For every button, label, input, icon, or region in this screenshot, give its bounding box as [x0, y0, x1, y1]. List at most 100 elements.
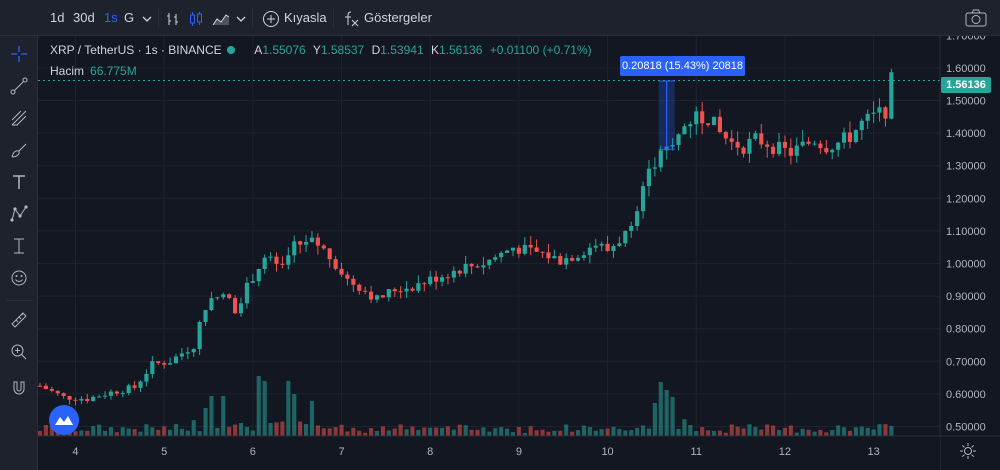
- candle[interactable]: [670, 145, 675, 147]
- candle[interactable]: [652, 167, 657, 169]
- candles-icon[interactable]: [188, 0, 204, 36]
- candle[interactable]: [43, 385, 48, 390]
- candle[interactable]: [706, 123, 711, 125]
- candle[interactable]: [599, 243, 604, 246]
- candle[interactable]: [357, 284, 362, 291]
- candle[interactable]: [85, 398, 90, 402]
- candle[interactable]: [658, 150, 663, 168]
- candle[interactable]: [457, 270, 462, 274]
- candle[interactable]: [516, 247, 521, 254]
- zoom-icon[interactable]: [5, 338, 33, 366]
- camera-icon[interactable]: [964, 8, 988, 28]
- interval-30d[interactable]: 30d: [73, 10, 95, 25]
- interval-1s[interactable]: 1s: [104, 10, 118, 25]
- candle[interactable]: [61, 393, 66, 396]
- candle[interactable]: [836, 142, 841, 150]
- candle[interactable]: [67, 395, 72, 400]
- candle[interactable]: [623, 230, 628, 244]
- candle[interactable]: [700, 111, 705, 124]
- candle[interactable]: [812, 143, 817, 145]
- candle[interactable]: [73, 399, 78, 401]
- candle[interactable]: [611, 246, 616, 251]
- pattern-icon[interactable]: [5, 200, 33, 228]
- candle[interactable]: [321, 245, 326, 249]
- candle[interactable]: [510, 247, 516, 251]
- candle[interactable]: [776, 141, 782, 154]
- candle[interactable]: [233, 298, 238, 314]
- candle[interactable]: [445, 277, 451, 279]
- candle[interactable]: [114, 391, 119, 394]
- candle[interactable]: [487, 259, 492, 266]
- candle[interactable]: [682, 126, 687, 135]
- candle[interactable]: [841, 132, 847, 143]
- gear-icon[interactable]: [958, 441, 978, 461]
- candle[interactable]: [534, 247, 539, 252]
- area-icon[interactable]: [212, 0, 230, 36]
- candle[interactable]: [280, 263, 285, 265]
- candle[interactable]: [469, 263, 474, 267]
- candle[interactable]: [575, 257, 581, 261]
- candle[interactable]: [274, 256, 279, 264]
- candle[interactable]: [581, 255, 586, 258]
- emoji-icon[interactable]: [5, 264, 33, 292]
- candle[interactable]: [369, 291, 374, 300]
- candle[interactable]: [185, 352, 190, 354]
- candle[interactable]: [824, 148, 829, 153]
- candle[interactable]: [818, 143, 823, 149]
- candle[interactable]: [422, 283, 427, 285]
- candle[interactable]: [504, 250, 510, 253]
- candle[interactable]: [717, 116, 722, 133]
- candle[interactable]: [605, 243, 610, 251]
- candle[interactable]: [522, 244, 527, 254]
- candle[interactable]: [102, 395, 108, 397]
- chevron-down-icon[interactable]: [142, 0, 152, 36]
- candle[interactable]: [37, 385, 43, 387]
- candle[interactable]: [380, 295, 385, 298]
- candle[interactable]: [392, 289, 397, 292]
- candle[interactable]: [327, 248, 332, 260]
- candle[interactable]: [333, 259, 338, 269]
- candle[interactable]: [434, 276, 439, 282]
- candle[interactable]: [250, 281, 255, 283]
- candle[interactable]: [481, 265, 486, 268]
- candle[interactable]: [150, 361, 155, 374]
- candle[interactable]: [765, 144, 770, 147]
- fib-icon[interactable]: [5, 104, 33, 132]
- candle[interactable]: [167, 363, 173, 365]
- candle[interactable]: [428, 276, 433, 284]
- candle[interactable]: [794, 145, 799, 156]
- price-axis[interactable]: [940, 36, 1000, 436]
- candle[interactable]: [439, 277, 445, 282]
- candle[interactable]: [416, 283, 421, 291]
- crosshair-icon[interactable]: [5, 40, 33, 68]
- candle[interactable]: [256, 268, 261, 282]
- symbol-title[interactable]: XRP / TetherUS · 1s · BINANCE: [50, 43, 222, 57]
- candle[interactable]: [315, 237, 320, 246]
- candle[interactable]: [593, 245, 598, 248]
- candle[interactable]: [173, 356, 179, 364]
- candle[interactable]: [782, 141, 788, 148]
- time-axis[interactable]: [38, 436, 940, 470]
- candle[interactable]: [570, 258, 575, 261]
- candle[interactable]: [386, 289, 391, 298]
- candle[interactable]: [552, 255, 557, 259]
- candle[interactable]: [771, 146, 776, 154]
- candle[interactable]: [629, 226, 634, 231]
- candle[interactable]: [398, 291, 403, 293]
- candle[interactable]: [877, 107, 882, 113]
- candle[interactable]: [475, 266, 480, 268]
- bars-icon[interactable]: [165, 0, 181, 36]
- candle[interactable]: [215, 297, 220, 299]
- candle[interactable]: [197, 322, 202, 350]
- candle[interactable]: [493, 257, 498, 260]
- candle[interactable]: [55, 390, 60, 394]
- brush-icon[interactable]: [5, 136, 33, 164]
- trendline-icon[interactable]: [5, 72, 33, 100]
- candle[interactable]: [640, 186, 646, 212]
- candle[interactable]: [345, 274, 350, 279]
- candle[interactable]: [747, 138, 752, 154]
- candle[interactable]: [262, 257, 267, 269]
- candle[interactable]: [617, 243, 622, 247]
- candle[interactable]: [203, 310, 208, 323]
